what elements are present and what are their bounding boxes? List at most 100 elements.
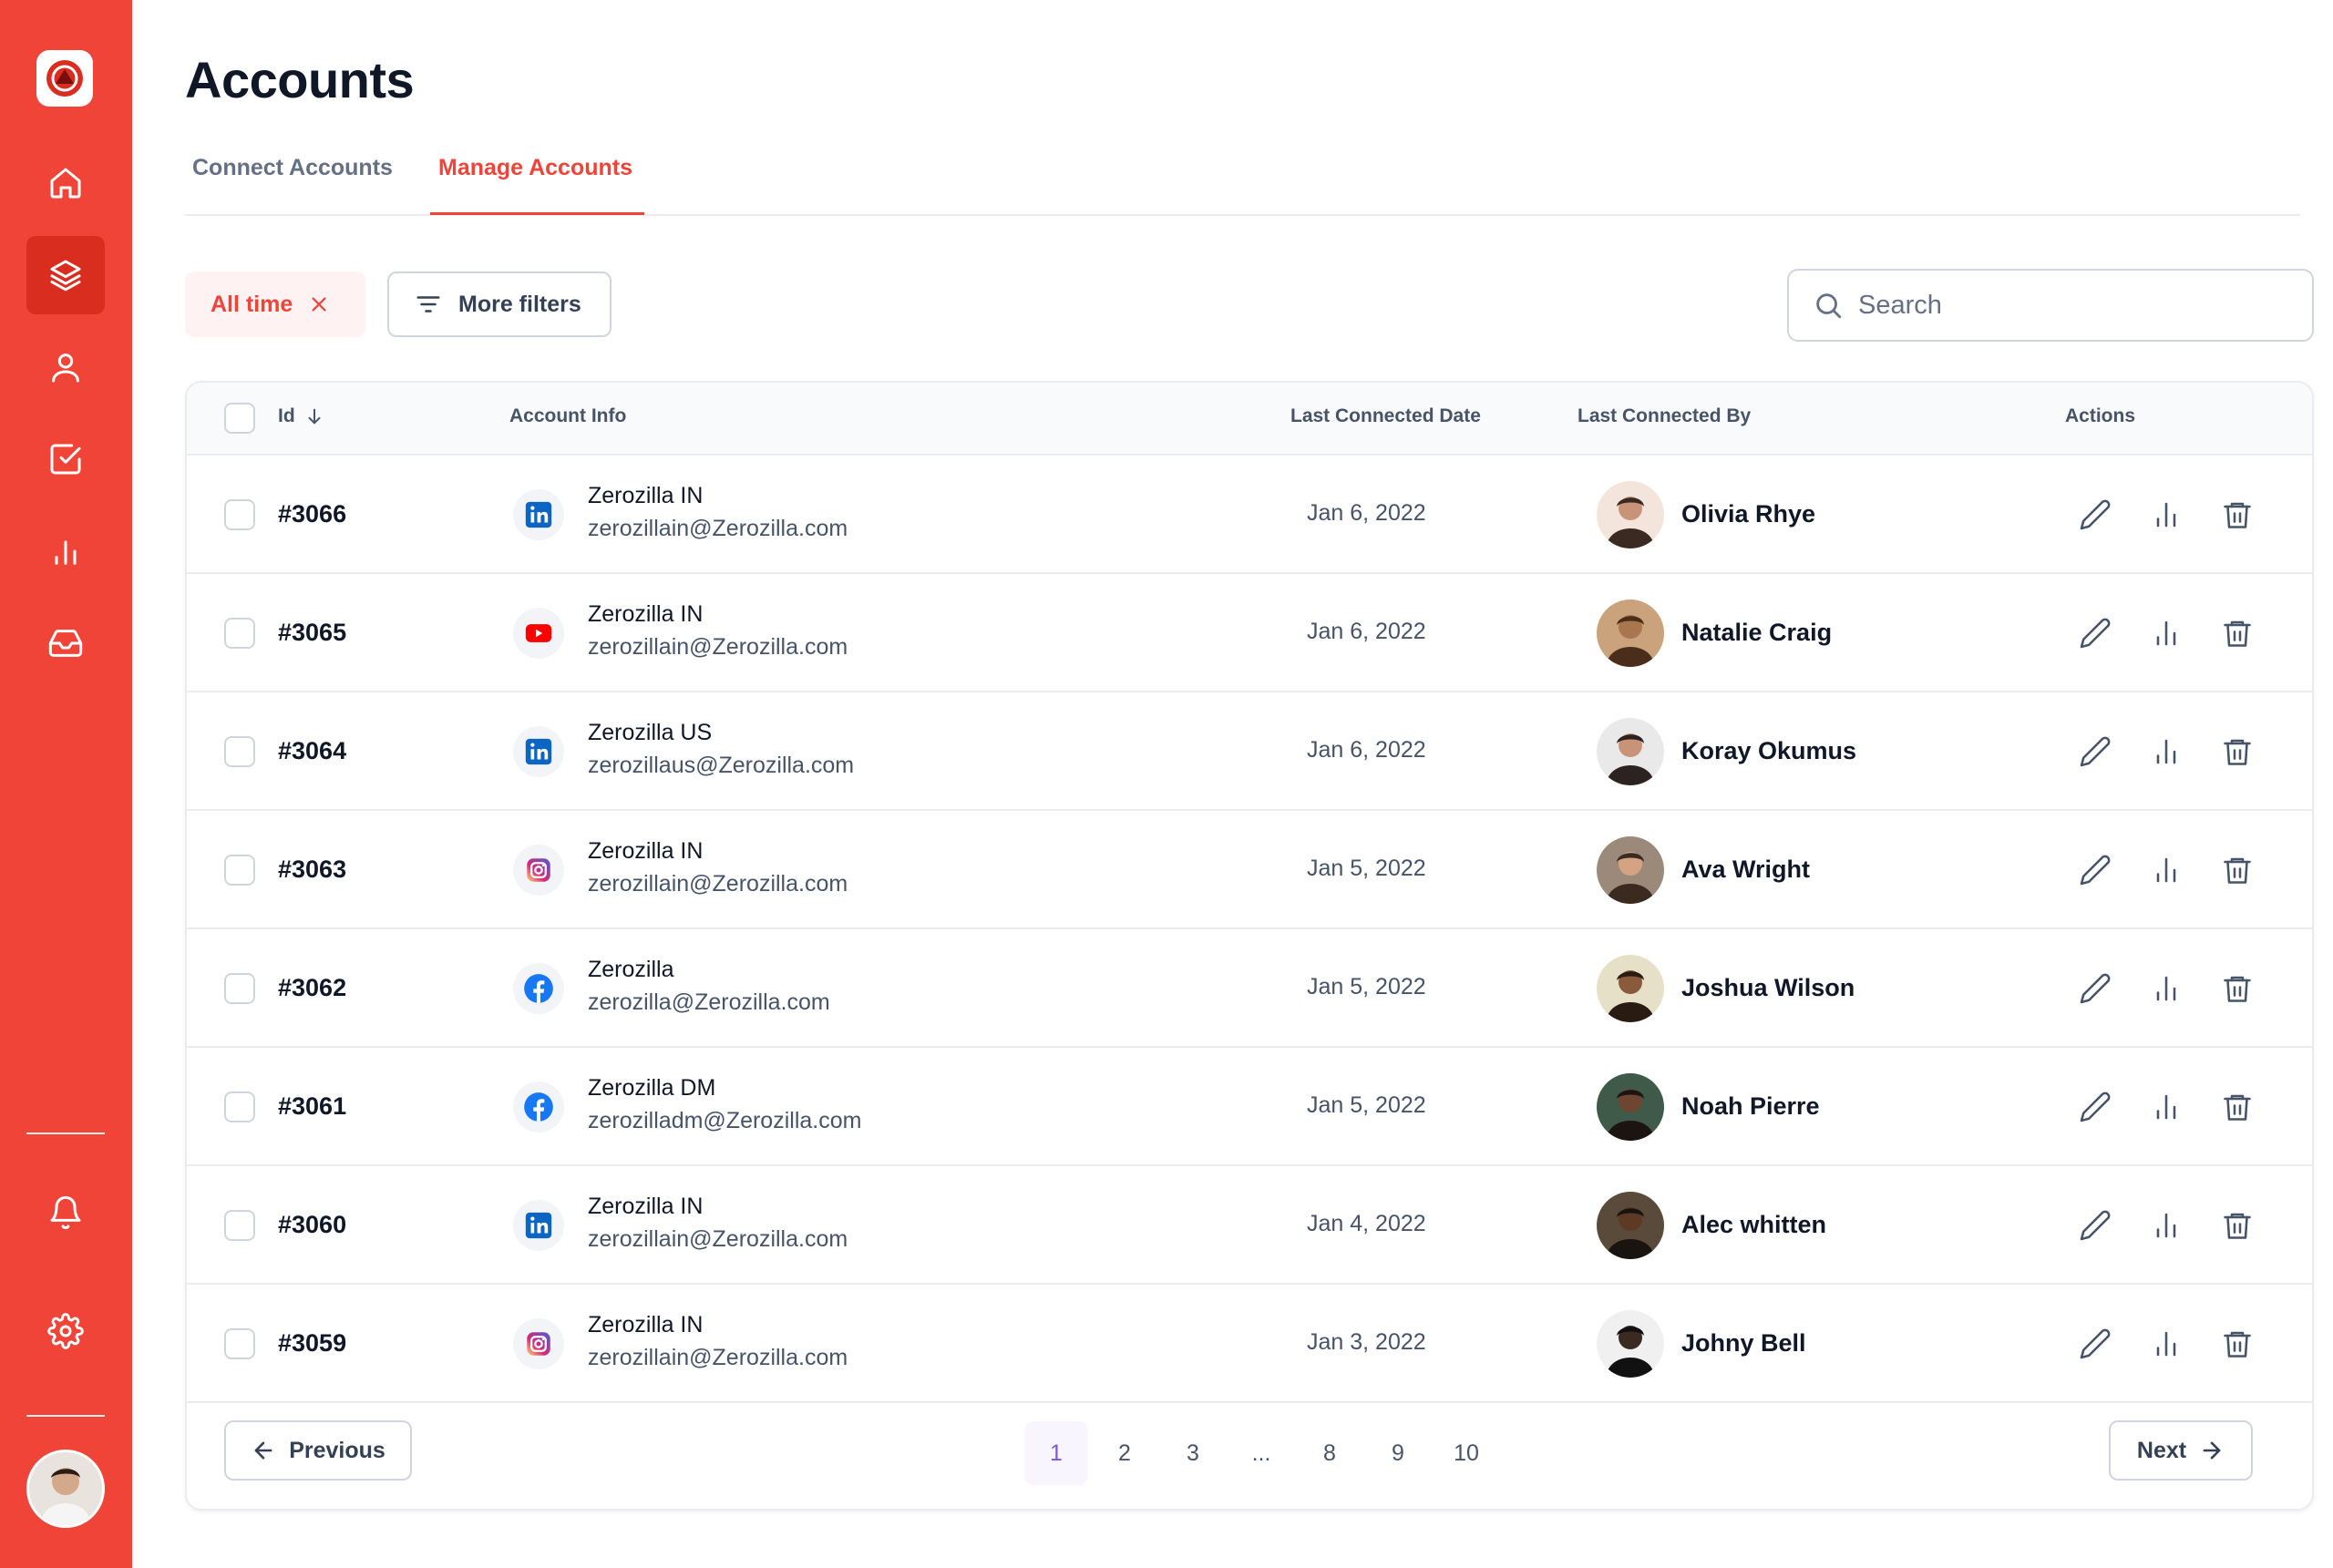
filter-lines-icon [416, 296, 440, 313]
tab-connect-accounts[interactable]: Connect Accounts [192, 155, 393, 180]
nav-notifications[interactable] [26, 1173, 105, 1252]
page-10[interactable]: 10 [1454, 1440, 1479, 1466]
instagram-icon [527, 858, 550, 882]
page-9[interactable]: 9 [1392, 1440, 1404, 1466]
last-connected-by: Natalie Craig [1681, 619, 1833, 646]
avatar-image [1597, 955, 1664, 1022]
column-header-last-connected-date: Last Connected Date [1290, 405, 1481, 426]
nav-users[interactable] [26, 328, 105, 406]
edit-button[interactable] [2077, 970, 2113, 1007]
page-1[interactable]: 1 [1024, 1421, 1088, 1485]
delete-button[interactable] [2219, 1207, 2256, 1244]
avatar-image [1597, 1310, 1664, 1378]
analytics-button[interactable] [2148, 733, 2184, 770]
bell-icon [50, 1195, 81, 1230]
account-email: zerozilla@Zerozilla.com [588, 989, 830, 1015]
filter-chip-all-time[interactable]: All time [185, 272, 365, 337]
edit-icon [2080, 1328, 2111, 1359]
row-checkbox[interactable] [224, 855, 255, 886]
analytics-button[interactable] [2148, 1207, 2184, 1244]
delete-button[interactable] [2219, 1326, 2256, 1362]
linkedin-icon [525, 1212, 552, 1239]
trash-icon [2224, 739, 2251, 765]
nav-settings[interactable] [26, 1292, 105, 1370]
row-checkbox[interactable] [224, 1210, 255, 1241]
app-logo[interactable] [36, 50, 93, 107]
user-avatar[interactable] [26, 1450, 105, 1528]
accounts-table: Id Account Info Last Connected Date Last… [185, 381, 2314, 1511]
nav-reports[interactable] [26, 512, 105, 590]
search-box[interactable] [1787, 269, 2314, 342]
edit-button[interactable] [2077, 852, 2113, 888]
delete-button[interactable] [2219, 497, 2256, 533]
select-all-checkbox[interactable] [224, 403, 255, 434]
analytics-button[interactable] [2148, 852, 2184, 888]
sidebar-divider [26, 1132, 105, 1134]
edit-button[interactable] [2077, 733, 2113, 770]
analytics-icon [2156, 739, 2176, 764]
edit-icon [2080, 736, 2111, 767]
nav-inbox[interactable] [26, 604, 105, 682]
table-row: #3063 Zerozilla IN zerozillain@Zerozilla.c… [187, 811, 2312, 929]
analytics-button[interactable] [2148, 1089, 2184, 1125]
arrow-right-icon [2203, 1441, 2221, 1460]
more-filters-button[interactable]: More filters [387, 272, 612, 337]
delete-button[interactable] [2219, 852, 2256, 888]
platform-badge [513, 726, 564, 777]
edit-button[interactable] [2077, 615, 2113, 651]
last-connected-by: Noah Pierre [1681, 1092, 1820, 1120]
page-8[interactable]: 8 [1323, 1440, 1336, 1466]
column-header-id[interactable]: Id [278, 405, 324, 427]
user-icon [52, 354, 79, 383]
close-icon[interactable] [309, 294, 329, 314]
edit-icon [2080, 618, 2111, 649]
page-2[interactable]: 2 [1118, 1440, 1131, 1466]
platform-badge [513, 1081, 564, 1132]
platform-badge [513, 963, 564, 1014]
analytics-icon [2156, 857, 2176, 883]
last-connected-by: Joshua Wilson [1681, 974, 1855, 1001]
tab-manage-accounts[interactable]: Manage Accounts [438, 155, 633, 180]
search-input[interactable] [1858, 290, 2277, 321]
account-id: #3062 [278, 974, 347, 1001]
table-row: #3064 Zerozilla US zerozillaus@Zerozilla.c… [187, 692, 2312, 811]
row-checkbox[interactable] [224, 1091, 255, 1122]
table-row: #3066 Zerozilla IN zerozillain@Zerozilla.c… [187, 456, 2312, 574]
nav-accounts[interactable] [26, 236, 105, 314]
edit-button[interactable] [2077, 1089, 2113, 1125]
previous-page-button[interactable]: Previous [224, 1420, 412, 1481]
analytics-button[interactable] [2148, 615, 2184, 651]
delete-button[interactable] [2219, 615, 2256, 651]
row-checkbox[interactable] [224, 618, 255, 649]
row-checkbox[interactable] [224, 736, 255, 767]
page-3[interactable]: 3 [1187, 1440, 1199, 1466]
last-connected-by: Koray Okumus [1681, 737, 1857, 764]
last-connected-date: Jan 5, 2022 [1307, 1092, 1426, 1118]
analytics-icon [2156, 502, 2176, 528]
analytics-button[interactable] [2148, 1326, 2184, 1362]
analytics-button[interactable] [2148, 970, 2184, 1007]
row-checkbox[interactable] [224, 973, 255, 1004]
settings-icon [47, 1313, 84, 1349]
delete-button[interactable] [2219, 970, 2256, 1007]
edit-button[interactable] [2077, 1207, 2113, 1244]
edit-button[interactable] [2077, 497, 2113, 533]
delete-button[interactable] [2219, 1089, 2256, 1125]
next-page-button[interactable]: Next [2109, 1420, 2253, 1481]
inbox-icon [48, 630, 83, 657]
trash-icon [2224, 976, 2251, 1002]
account-name: Zerozilla IN [588, 838, 704, 864]
row-checkbox[interactable] [224, 499, 255, 530]
nav-tasks[interactable] [26, 420, 105, 498]
account-email: zerozillain@Zerozilla.com [588, 634, 848, 660]
avatar-image [1597, 600, 1664, 667]
row-checkbox[interactable] [224, 1328, 255, 1359]
instagram-icon [527, 1332, 550, 1356]
nav-home[interactable] [26, 144, 105, 222]
delete-button[interactable] [2219, 733, 2256, 770]
edit-button[interactable] [2077, 1326, 2113, 1362]
more-filters-label: More filters [458, 291, 581, 317]
table-row: #3062 Zerozilla zerozilla@Zerozilla.com Jan… [187, 929, 2312, 1048]
analytics-button[interactable] [2148, 497, 2184, 533]
last-connected-date: Jan 4, 2022 [1307, 1211, 1426, 1236]
